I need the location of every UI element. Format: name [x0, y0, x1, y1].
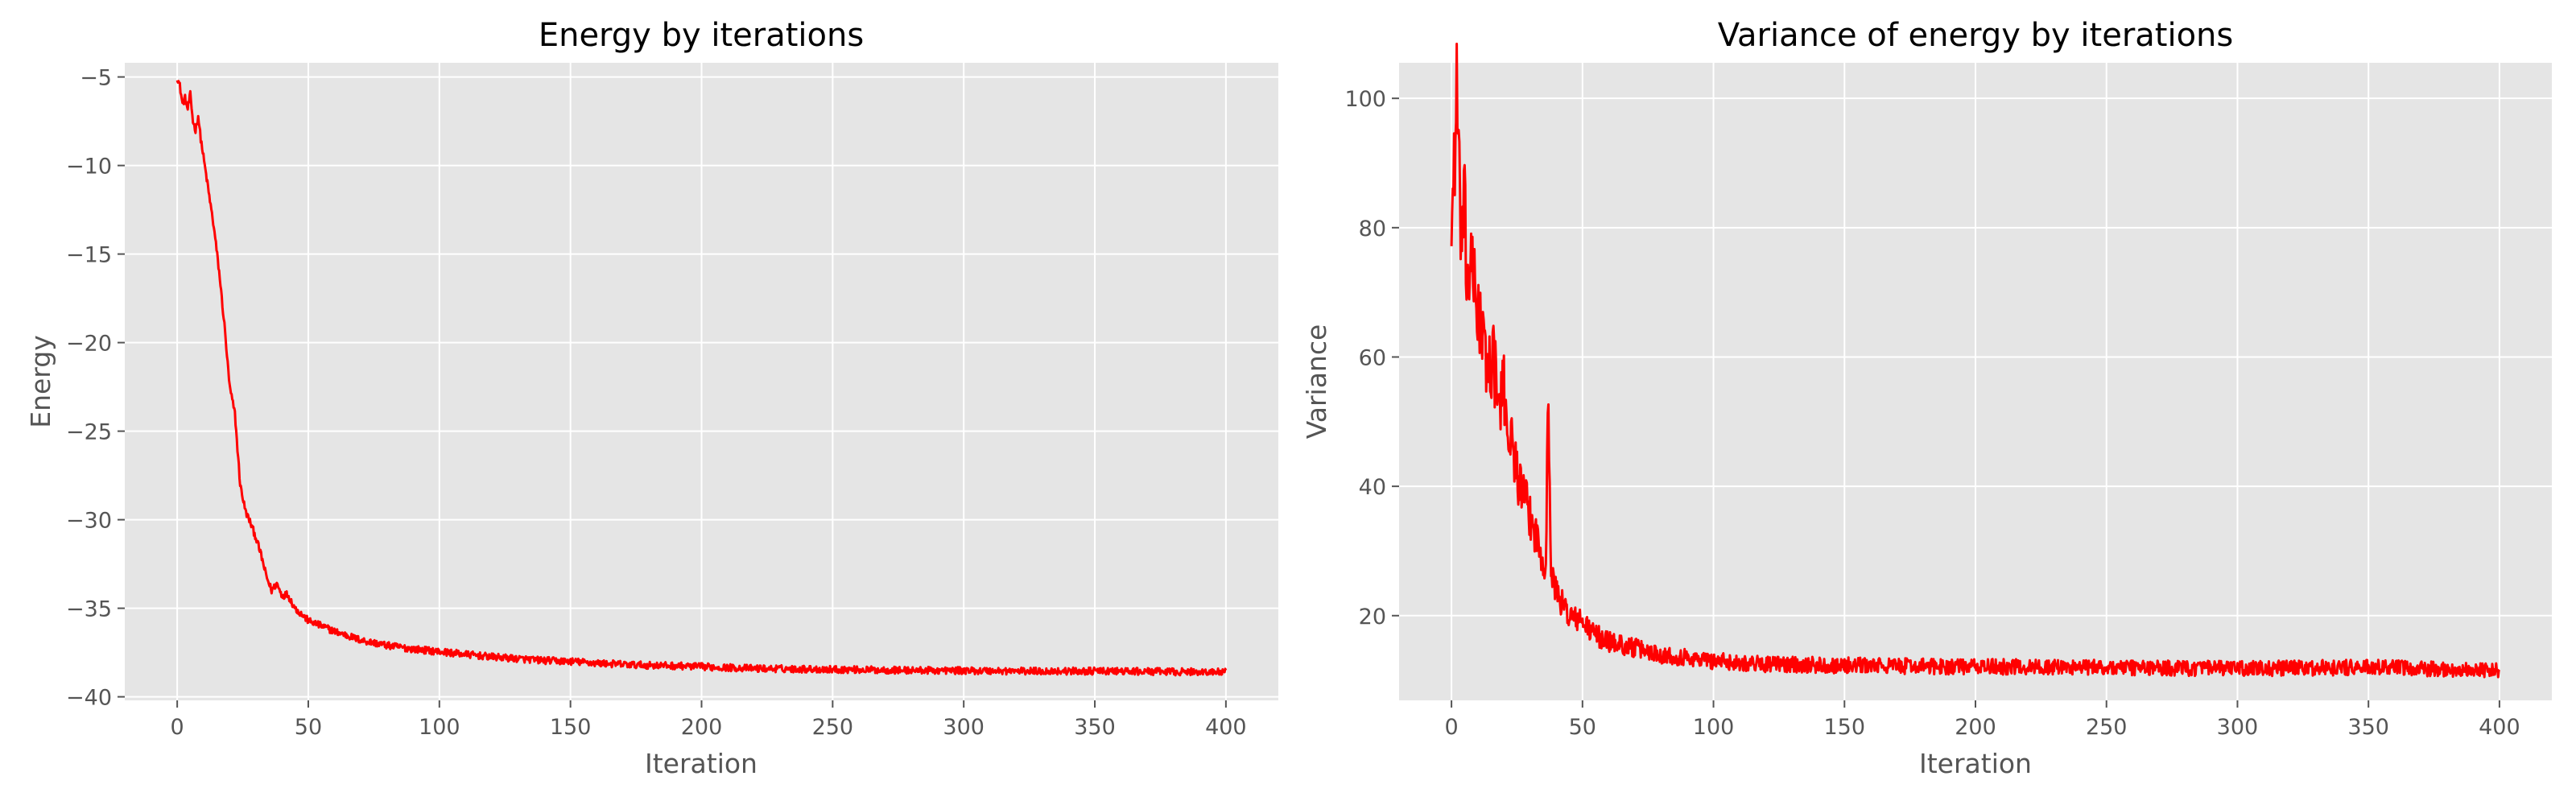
variance-y-tick-label: 60	[1359, 345, 1386, 370]
variance-x-tick-label: 400	[2479, 715, 2520, 740]
variance-x-tick-label: 300	[2217, 715, 2259, 740]
variance-series-line	[1450, 43, 2501, 679]
energy-ticks: 0 50 100 150 200 250 300 350 400 −40 −35 −30 −25 −20 −…	[66, 66, 1247, 740]
variance-gridlines	[1399, 63, 2552, 700]
energy-series-layer	[175, 80, 1228, 677]
energy-x-tick-label: 350	[1074, 715, 1116, 740]
variance-chart: 0 50 100 150 200 250 300 350 400 20 40 60 80 100 Vari…	[1301, 17, 2552, 779]
variance-x-tick-label: 250	[2086, 715, 2128, 740]
energy-x-tick-label: 0	[171, 715, 184, 740]
variance-y-tick-label: 80	[1359, 217, 1386, 242]
energy-x-tick-label: 250	[812, 715, 854, 740]
variance-series-layer	[1450, 43, 2501, 679]
variance-x-tick-label: 150	[1823, 715, 1865, 740]
variance-chart-title: Variance of energy by iterations	[1718, 17, 2233, 54]
variance-ticks: 0 50 100 150 200 250 300 350 400 20 40 60 80 100	[1344, 87, 2520, 740]
variance-x-axis-label: Iteration	[1919, 748, 2032, 779]
energy-y-tick-label: −25	[66, 420, 112, 445]
variance-x-tick-label: 100	[1693, 715, 1735, 740]
variance-y-tick-label: 100	[1344, 87, 1386, 112]
energy-y-axis-label: Energy	[25, 335, 56, 428]
energy-x-tick-label: 200	[681, 715, 723, 740]
energy-y-tick-label: −40	[66, 686, 112, 711]
energy-y-tick-label: −10	[66, 155, 112, 180]
variance-x-tick-label: 200	[1955, 715, 1996, 740]
variance-x-tick-label: 350	[2347, 715, 2389, 740]
energy-y-tick-label: −20	[66, 332, 112, 357]
energy-chart: 0 50 100 150 200 250 300 350 400 −40 −35 −30 −25 −20 −…	[25, 17, 1278, 779]
energy-x-tick-label: 400	[1205, 715, 1247, 740]
energy-gridlines	[125, 63, 1278, 700]
energy-y-tick-label: −5	[80, 66, 112, 91]
energy-series-line	[175, 80, 1228, 677]
energy-x-tick-label: 100	[419, 715, 460, 740]
energy-y-tick-label: −15	[66, 243, 112, 268]
energy-x-axis-label: Iteration	[645, 748, 758, 779]
energy-y-tick-label: −35	[66, 597, 112, 622]
energy-x-tick-label: 300	[943, 715, 985, 740]
energy-x-tick-label: 50	[295, 715, 322, 740]
variance-x-tick-label: 50	[1569, 715, 1596, 740]
energy-y-tick-label: −30	[66, 509, 112, 534]
variance-y-tick-label: 20	[1359, 605, 1386, 630]
energy-x-tick-label: 150	[550, 715, 592, 740]
variance-y-tick-label: 40	[1359, 475, 1386, 500]
variance-x-tick-label: 0	[1444, 715, 1458, 740]
energy-chart-title: Energy by iterations	[539, 17, 864, 54]
variance-y-axis-label: Variance	[1301, 324, 1332, 440]
